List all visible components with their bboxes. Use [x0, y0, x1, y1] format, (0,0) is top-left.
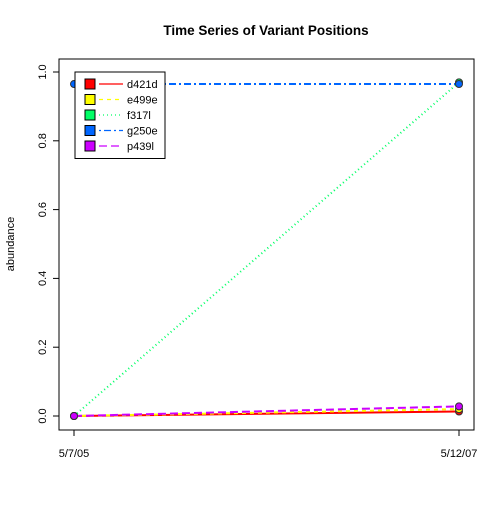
legend-item-d421d: d421d	[84, 78, 158, 91]
chart-title: Time Series of Variant Positions	[163, 23, 368, 38]
legend-swatch	[84, 125, 96, 136]
legend-label: f317l	[127, 110, 151, 122]
legend-item-f317l: f317l	[84, 109, 151, 122]
series-p439l	[70, 402, 463, 420]
legend-label: e499e	[127, 95, 158, 107]
y-tick-label: 0.6	[37, 202, 49, 217]
series-line	[73, 405, 460, 417]
legend-item-g250e: g250e	[84, 125, 158, 138]
legend-label: d421d	[127, 79, 158, 91]
data-point	[455, 402, 463, 411]
y-axis-label: abundance	[5, 217, 17, 271]
data-point	[70, 412, 78, 420]
series-line	[73, 81, 460, 417]
legend-label: g250e	[127, 126, 158, 138]
x-tick-label: 5/7/05	[59, 448, 90, 460]
y-tick-label: 0.2	[37, 340, 49, 355]
series-group	[70, 78, 463, 420]
plot-frame	[58, 58, 475, 431]
x-tick-label: 5/12/07	[441, 448, 478, 460]
legend-swatch	[84, 140, 96, 152]
y-tick-label: 1.0	[37, 64, 49, 79]
legend-item-p439l: p439l	[84, 140, 154, 153]
legend-swatch	[84, 94, 96, 105]
axes: 0.0 0.2 0.4 0.6 0.8 1.0 5/7/05 5/12/07	[37, 58, 478, 460]
y-tick-label: 0.4	[37, 271, 49, 286]
y-tick-label: 0.8	[37, 133, 49, 148]
data-point	[455, 80, 463, 89]
legend-label: p439l	[127, 141, 154, 153]
legend: d421d e499e f317l g250e p439l	[74, 71, 166, 159]
y-tick-label: 0.0	[37, 408, 49, 423]
legend-item-e499e: e499e	[84, 94, 158, 107]
legend-swatch	[84, 109, 96, 121]
legend-swatch	[84, 78, 96, 90]
